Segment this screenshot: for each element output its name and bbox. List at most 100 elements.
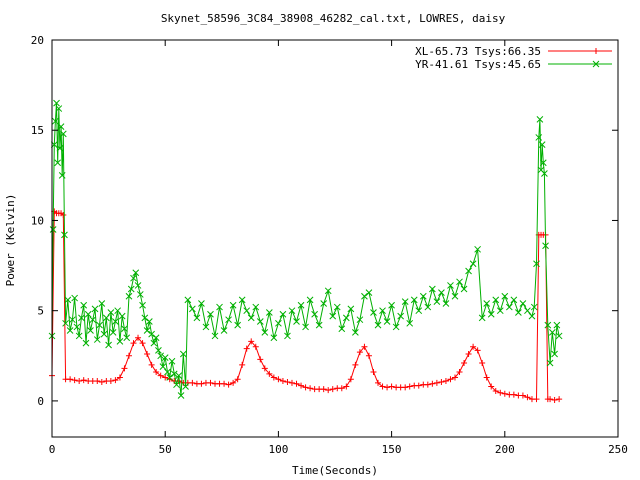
data-point xyxy=(157,372,164,379)
data-point xyxy=(456,369,463,376)
data-point xyxy=(54,159,62,167)
series-2 xyxy=(48,99,563,399)
data-point xyxy=(524,394,531,401)
x-tick-label: 200 xyxy=(495,443,515,456)
data-point xyxy=(182,383,189,390)
data-point xyxy=(530,303,538,311)
data-point xyxy=(539,159,547,167)
data-point xyxy=(374,321,382,329)
data-point xyxy=(474,347,481,354)
data-point xyxy=(148,361,155,368)
data-point xyxy=(52,117,59,125)
data-point xyxy=(474,245,481,253)
data-point xyxy=(541,170,548,177)
data-point xyxy=(397,312,405,320)
data-point xyxy=(239,361,246,368)
data-point xyxy=(168,357,176,365)
y-tick-label: 15 xyxy=(31,124,44,137)
data-point xyxy=(406,319,414,327)
series-layer xyxy=(48,99,563,404)
data-point xyxy=(179,350,187,358)
y-tick-label: 10 xyxy=(31,214,44,227)
data-point xyxy=(501,292,509,300)
data-point xyxy=(442,300,450,307)
data-point xyxy=(293,380,300,387)
data-point xyxy=(177,392,185,399)
data-point xyxy=(161,354,169,361)
data-point xyxy=(78,314,85,322)
data-point xyxy=(551,397,558,404)
data-point xyxy=(243,345,250,352)
data-point xyxy=(247,314,255,322)
data-point xyxy=(419,292,427,300)
data-point xyxy=(447,376,454,383)
data-point xyxy=(175,372,183,379)
data-point xyxy=(139,301,146,309)
data-point xyxy=(148,330,155,338)
data-point xyxy=(189,379,196,386)
data-point xyxy=(470,343,477,350)
data-point xyxy=(134,282,142,289)
data-point xyxy=(100,330,108,338)
data-point xyxy=(460,285,468,293)
data-point xyxy=(98,300,106,307)
data-point xyxy=(551,350,558,358)
data-point xyxy=(152,334,160,342)
data-point xyxy=(64,296,72,304)
data-point xyxy=(492,387,499,394)
data-point xyxy=(505,303,513,311)
x-tick-label: 0 xyxy=(49,443,56,456)
data-point xyxy=(338,385,345,392)
data-point xyxy=(465,350,472,357)
data-point xyxy=(542,242,549,250)
data-point xyxy=(592,60,600,68)
data-point xyxy=(265,309,273,316)
data-point xyxy=(139,340,146,347)
data-point xyxy=(261,328,269,336)
data-point xyxy=(438,289,445,296)
data-point xyxy=(343,383,350,390)
data-point xyxy=(49,226,57,233)
data-point xyxy=(211,332,219,340)
data-point xyxy=(535,134,543,141)
data-point xyxy=(546,359,554,367)
data-point xyxy=(270,374,277,381)
data-point xyxy=(216,303,223,311)
data-point xyxy=(221,380,228,387)
data-point xyxy=(415,307,423,315)
data-point xyxy=(184,296,192,304)
data-point xyxy=(392,323,400,331)
y-tick-label: 5 xyxy=(37,305,44,318)
data-point xyxy=(524,307,531,315)
data-point xyxy=(433,298,441,306)
data-point xyxy=(144,350,151,357)
data-point xyxy=(145,318,153,325)
data-point xyxy=(447,282,454,289)
legend-label: XL-65.73 Tsys:66.35 xyxy=(415,45,541,58)
data-point xyxy=(483,300,491,307)
data-point xyxy=(153,369,160,376)
data-point xyxy=(324,287,332,295)
data-point xyxy=(496,307,504,315)
data-point xyxy=(536,116,544,123)
data-point xyxy=(451,292,459,300)
data-point xyxy=(162,374,169,381)
y-tick-label: 20 xyxy=(31,34,44,47)
data-point xyxy=(544,321,552,329)
data-point xyxy=(114,307,122,315)
data-point xyxy=(483,374,490,381)
data-point xyxy=(555,332,563,340)
data-point xyxy=(593,48,599,54)
data-point xyxy=(270,334,278,342)
data-point xyxy=(157,352,165,360)
data-point xyxy=(384,384,391,391)
data-point xyxy=(553,321,561,329)
data-point xyxy=(193,314,201,322)
data-point xyxy=(112,377,119,384)
data-point xyxy=(102,314,110,322)
data-point xyxy=(96,321,103,329)
data-point xyxy=(365,352,372,359)
data-point xyxy=(365,289,373,296)
plot-frame xyxy=(51,39,619,438)
data-point xyxy=(76,378,83,385)
